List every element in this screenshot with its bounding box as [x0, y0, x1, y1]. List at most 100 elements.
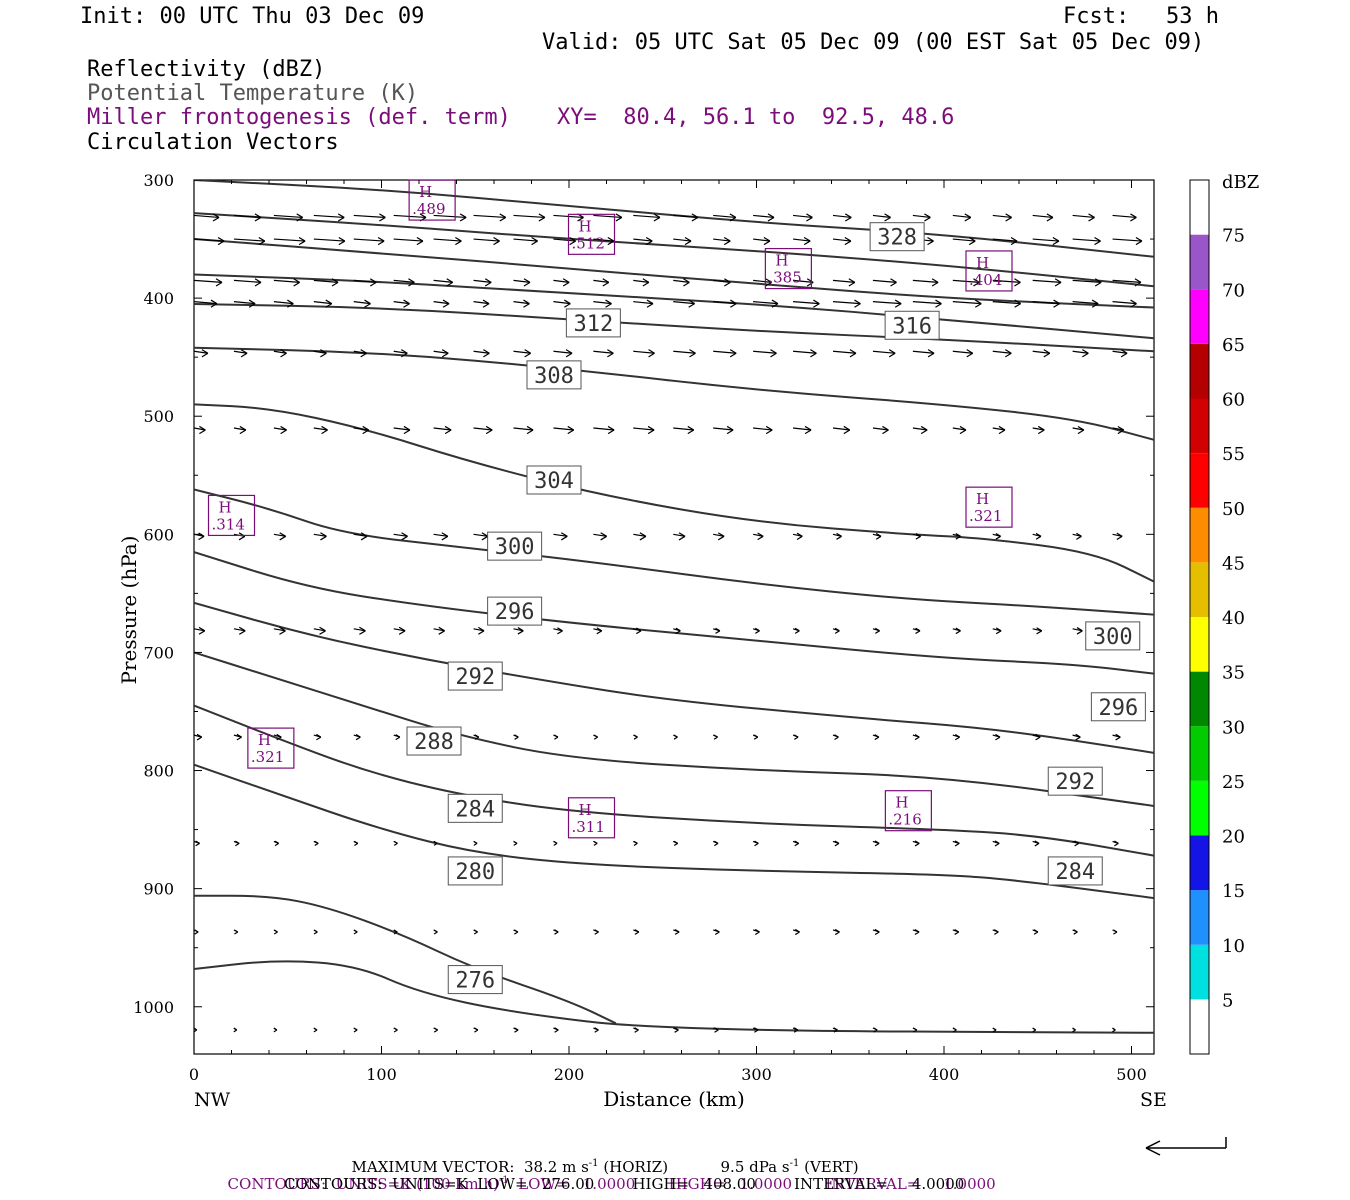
frontogenesis-highs: H.489H.512H.385H.404H.314H.321H.321H.216… — [207, 179, 1013, 839]
circulation-vector-head — [1115, 733, 1121, 741]
circulation-vector — [593, 279, 609, 283]
circulation-vector-head — [767, 213, 775, 222]
axes: 300 400 500 600 700 800 900 1000 0 100 200 300 400 50… — [133, 171, 1154, 1084]
circulation-vector — [273, 427, 287, 431]
theta-label-box — [447, 793, 503, 823]
colorbar-segment — [1190, 780, 1209, 836]
circulation-vector-head — [298, 236, 306, 246]
theta-label: 276 — [455, 969, 495, 994]
circulation-vector-head — [968, 236, 976, 246]
theta-contour-284 — [194, 763, 1154, 900]
circulation-vector — [832, 427, 850, 431]
cross-section-endpoints: XY= 80.4, 56.1 to 92.5, 48.6 — [557, 105, 955, 130]
theta-contour-304 — [194, 488, 1154, 616]
circulation-vector-head — [915, 627, 921, 635]
circulation-vector-head — [633, 840, 638, 846]
circulation-vector — [393, 427, 410, 431]
circulation-vector-head — [813, 299, 820, 308]
circulation-vector-head — [834, 627, 840, 634]
theta-label: 296 — [495, 600, 535, 625]
forecast-hour: 53 h — [1166, 4, 1219, 29]
circulation-vector-head — [1072, 1027, 1076, 1033]
circulation-vector — [313, 628, 326, 632]
max-vector-horiz-exp: -1 — [588, 1158, 599, 1169]
circulation-vector-head — [894, 299, 902, 308]
circulation-vector — [872, 279, 897, 283]
colorbar-segment — [1190, 289, 1209, 344]
circulation-vector-head — [998, 425, 1006, 435]
frontogenesis-high-value: .489 — [412, 200, 445, 218]
circulation-vector-head — [593, 734, 598, 740]
circulation-vector-head — [254, 213, 262, 222]
circulation-vector-head — [1004, 349, 1012, 358]
circulation-vector-head — [806, 213, 813, 222]
circulation-vector-head — [280, 349, 287, 358]
circulation-vector-head — [355, 734, 361, 741]
x-tick-label: 200 — [554, 1065, 585, 1084]
theta-label: 284 — [1055, 860, 1095, 885]
circulation-vector — [1112, 279, 1141, 283]
circulation-vector — [1112, 350, 1128, 354]
circulation-vector-head — [353, 929, 358, 935]
theta-contour-280 — [194, 894, 617, 1025]
theta-label-box — [526, 360, 582, 390]
circulation-vector — [872, 301, 902, 305]
circulation-vector-head — [319, 626, 326, 635]
circulation-vector — [633, 427, 655, 431]
circulation-vector — [273, 301, 294, 305]
circulation-vector-head — [714, 1027, 719, 1033]
circulation-vector-head — [273, 1027, 278, 1033]
circulation-vector-head — [884, 213, 891, 222]
theta-label: 280 — [455, 860, 495, 885]
circulation-vector-head — [955, 627, 961, 635]
frontogenesis-high-marker: H — [258, 731, 271, 749]
theta-label: 300 — [1093, 625, 1133, 650]
theta-contour-328 — [194, 212, 1154, 288]
circulation-vector-head — [194, 929, 199, 935]
circulation-vector — [593, 214, 622, 219]
y-tick-label: 1000 — [133, 998, 174, 1017]
circulation-vector-head — [1094, 236, 1101, 246]
circulation-vector-head — [393, 840, 398, 846]
circulation-vector-head — [526, 425, 534, 435]
circulation-vector — [513, 279, 531, 283]
circulation-vector-head — [724, 278, 731, 287]
circulation-vector-head — [730, 299, 737, 308]
circulation-vector — [633, 214, 660, 219]
circulation-vector-head — [675, 627, 681, 635]
circulation-vector-head — [605, 299, 612, 308]
circulation-vector-head — [763, 236, 771, 246]
circulation-vector — [633, 238, 653, 242]
theta-label-box — [1047, 856, 1103, 886]
circulation-vector-head — [770, 349, 777, 358]
frontogenesis-high-box — [207, 494, 256, 537]
circulation-vector — [273, 533, 286, 537]
circulation-vector-head — [600, 532, 607, 541]
circulation-vector-head — [320, 349, 327, 358]
circulation-vector-head — [514, 734, 519, 740]
circulation-vector-head — [844, 213, 852, 222]
circulation-vector-head — [314, 840, 319, 847]
circulation-vector-head — [994, 840, 1000, 847]
colorbar-level-label: 10 — [1222, 936, 1245, 957]
circulation-vector-head — [765, 425, 773, 435]
colorbar-level-label: 50 — [1222, 499, 1245, 520]
circulation-vector — [1112, 214, 1137, 219]
circulation-vector-head — [325, 299, 333, 308]
circulation-vector-head — [444, 425, 452, 435]
circulation-vector — [952, 350, 973, 354]
circulation-vector-head — [729, 213, 737, 222]
max-vector-vert-exp: -1 — [789, 1158, 800, 1169]
circulation-vector — [713, 301, 737, 305]
circulation-vector-head — [754, 840, 759, 847]
circulation-vector-head — [296, 213, 303, 222]
circulation-vector-head — [689, 349, 696, 358]
circulation-vector-head — [403, 299, 410, 308]
circulation-vector-head — [673, 840, 679, 847]
circulation-vector-head — [674, 1027, 679, 1033]
circulation-vector-head — [1014, 278, 1021, 287]
circulation-vector — [792, 238, 811, 242]
circulation-vector-head — [362, 425, 370, 435]
circulation-vector-head — [353, 1027, 358, 1033]
circulation-vector-head — [849, 349, 857, 358]
